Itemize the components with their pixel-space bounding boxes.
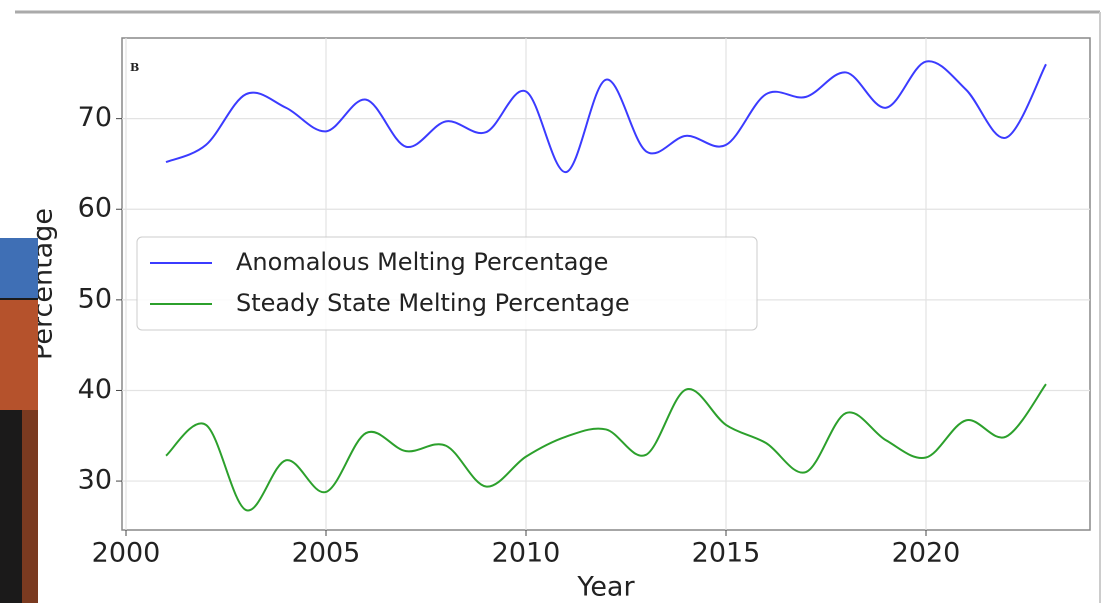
legend-label: Anomalous Melting Percentage	[236, 248, 608, 276]
x-tick-label: 2020	[892, 538, 961, 569]
y-tick-label: 40	[78, 374, 112, 405]
legend: Anomalous Melting Percentage Steady State…	[137, 237, 757, 330]
x-tick-label: 2010	[492, 538, 561, 569]
x-tick-label: 2005	[292, 538, 361, 569]
y-tick-label: 70	[78, 102, 112, 133]
x-tick-label: 2000	[92, 538, 161, 569]
y-tick-label: 60	[78, 193, 112, 224]
chart: 304050607020002005201020152020 B Year Pe…	[0, 0, 1113, 603]
y-tick-label: 30	[78, 465, 112, 496]
x-tick-label: 2015	[692, 538, 761, 569]
background-photo	[0, 238, 38, 603]
panel-label: B	[130, 61, 139, 74]
y-tick-label: 50	[78, 283, 112, 314]
x-axis-label: Year	[576, 572, 635, 603]
legend-label: Steady State Melting Percentage	[236, 289, 630, 317]
